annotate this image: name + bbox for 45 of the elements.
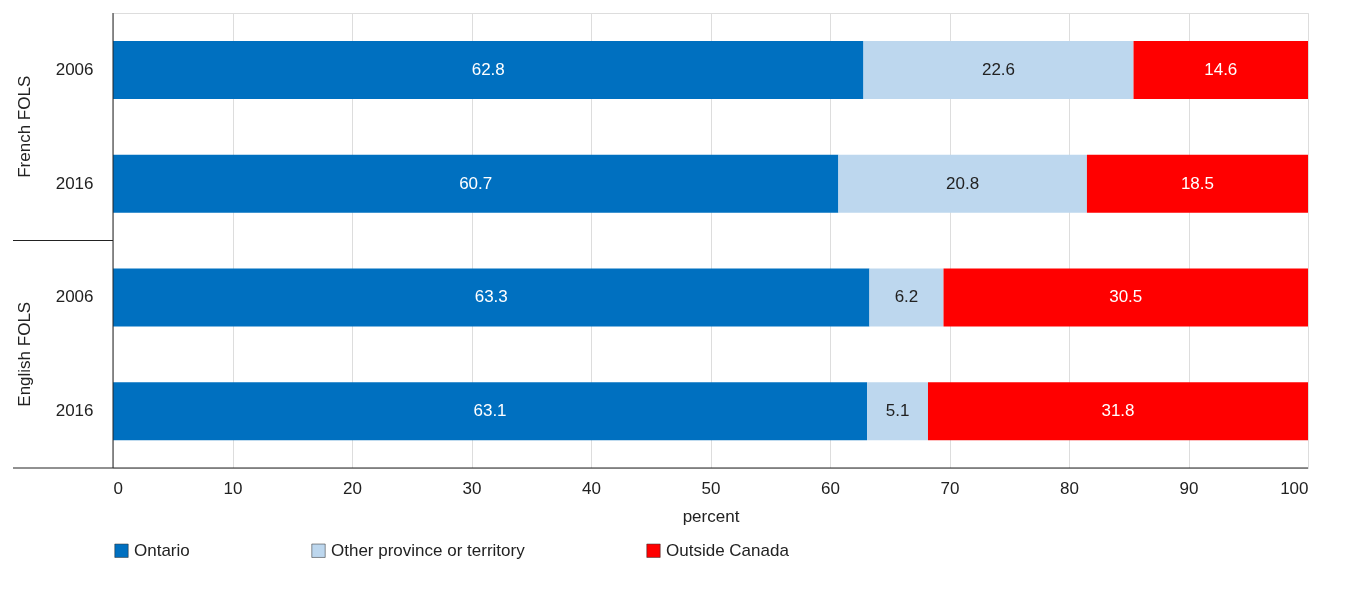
data-label: 22.6: [981, 59, 1016, 79]
x-tick-label: 70: [940, 478, 960, 498]
bar: [1086, 154, 1308, 213]
x-tick-label: 50: [701, 478, 721, 498]
y-tick-label: 2006: [55, 59, 94, 79]
text: English FOLS: [15, 301, 34, 407]
x-tick-label: 60: [821, 478, 840, 498]
data-label: 60.7: [459, 173, 493, 193]
x-tick-label: 30: [462, 478, 482, 498]
bar: [1133, 40, 1308, 99]
x-tick-label: 90: [1179, 478, 1199, 498]
data-label: 20.8: [946, 173, 980, 193]
y-tick-label: 2006: [55, 287, 94, 307]
text: French FOLS: [15, 75, 34, 178]
data-label: 63.1: [473, 401, 507, 421]
data-label: 18.5: [1180, 173, 1215, 193]
x-tick-label: 40: [582, 478, 601, 498]
y-tick-label: 2016: [55, 173, 94, 193]
data-label: 5.1: [885, 401, 910, 421]
data-label: 6.2: [894, 287, 919, 307]
bar: [867, 382, 928, 441]
bar: [869, 268, 944, 327]
data-label: 14.6: [1204, 59, 1238, 79]
bar: [927, 382, 1308, 441]
data-label: 63.3: [474, 287, 508, 307]
x-tick-label: 20: [343, 478, 362, 498]
data-label: 62.8: [471, 59, 505, 79]
x-tick-label: 10: [223, 478, 243, 498]
bar: [113, 268, 870, 327]
bar: [863, 40, 1134, 99]
x-axis-title: percent: [682, 506, 740, 526]
bar: [113, 40, 864, 99]
data-label: 31.8: [1101, 401, 1135, 421]
y-tick-label: 2016: [55, 401, 94, 421]
legend-label: Outside Canada: [666, 540, 790, 560]
bar: [838, 154, 1087, 213]
legend-label: Ontario: [134, 540, 190, 560]
x-tick-label: 0: [113, 478, 123, 498]
bar: [113, 382, 868, 441]
bar: [943, 268, 1308, 327]
legend-label: Other province or territory: [331, 540, 526, 560]
x-tick-label: 100: [1280, 478, 1309, 498]
x-tick-label: 80: [1060, 478, 1079, 498]
data-label: 30.5: [1109, 287, 1143, 307]
bar: [113, 154, 839, 213]
